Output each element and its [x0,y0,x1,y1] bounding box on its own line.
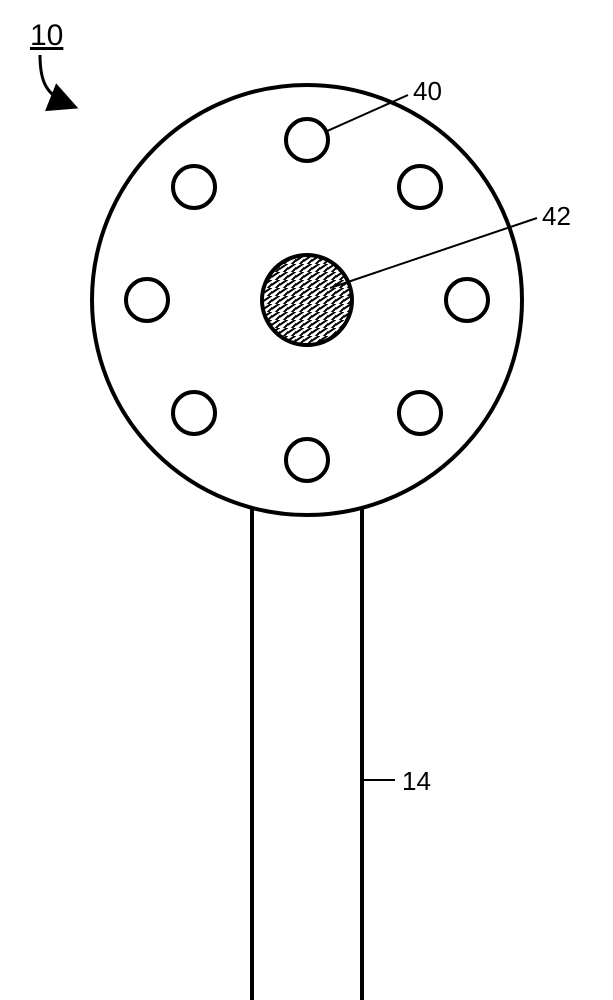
label-14: 14 [402,766,431,796]
label-42: 42 [542,201,571,231]
hole-6 [126,279,168,321]
hole-4 [286,439,328,481]
hole-2 [446,279,488,321]
hole-1 [399,166,441,208]
label-40: 40 [413,76,442,106]
hole-3 [399,392,441,434]
reference-arrow [40,55,70,105]
hole-0 [286,119,328,161]
hub [262,255,352,345]
hole-5 [173,392,215,434]
reference-label: 10 [30,19,63,52]
patent-figure: 10 40 42 14 [0,0,613,1000]
hole-7 [173,166,215,208]
